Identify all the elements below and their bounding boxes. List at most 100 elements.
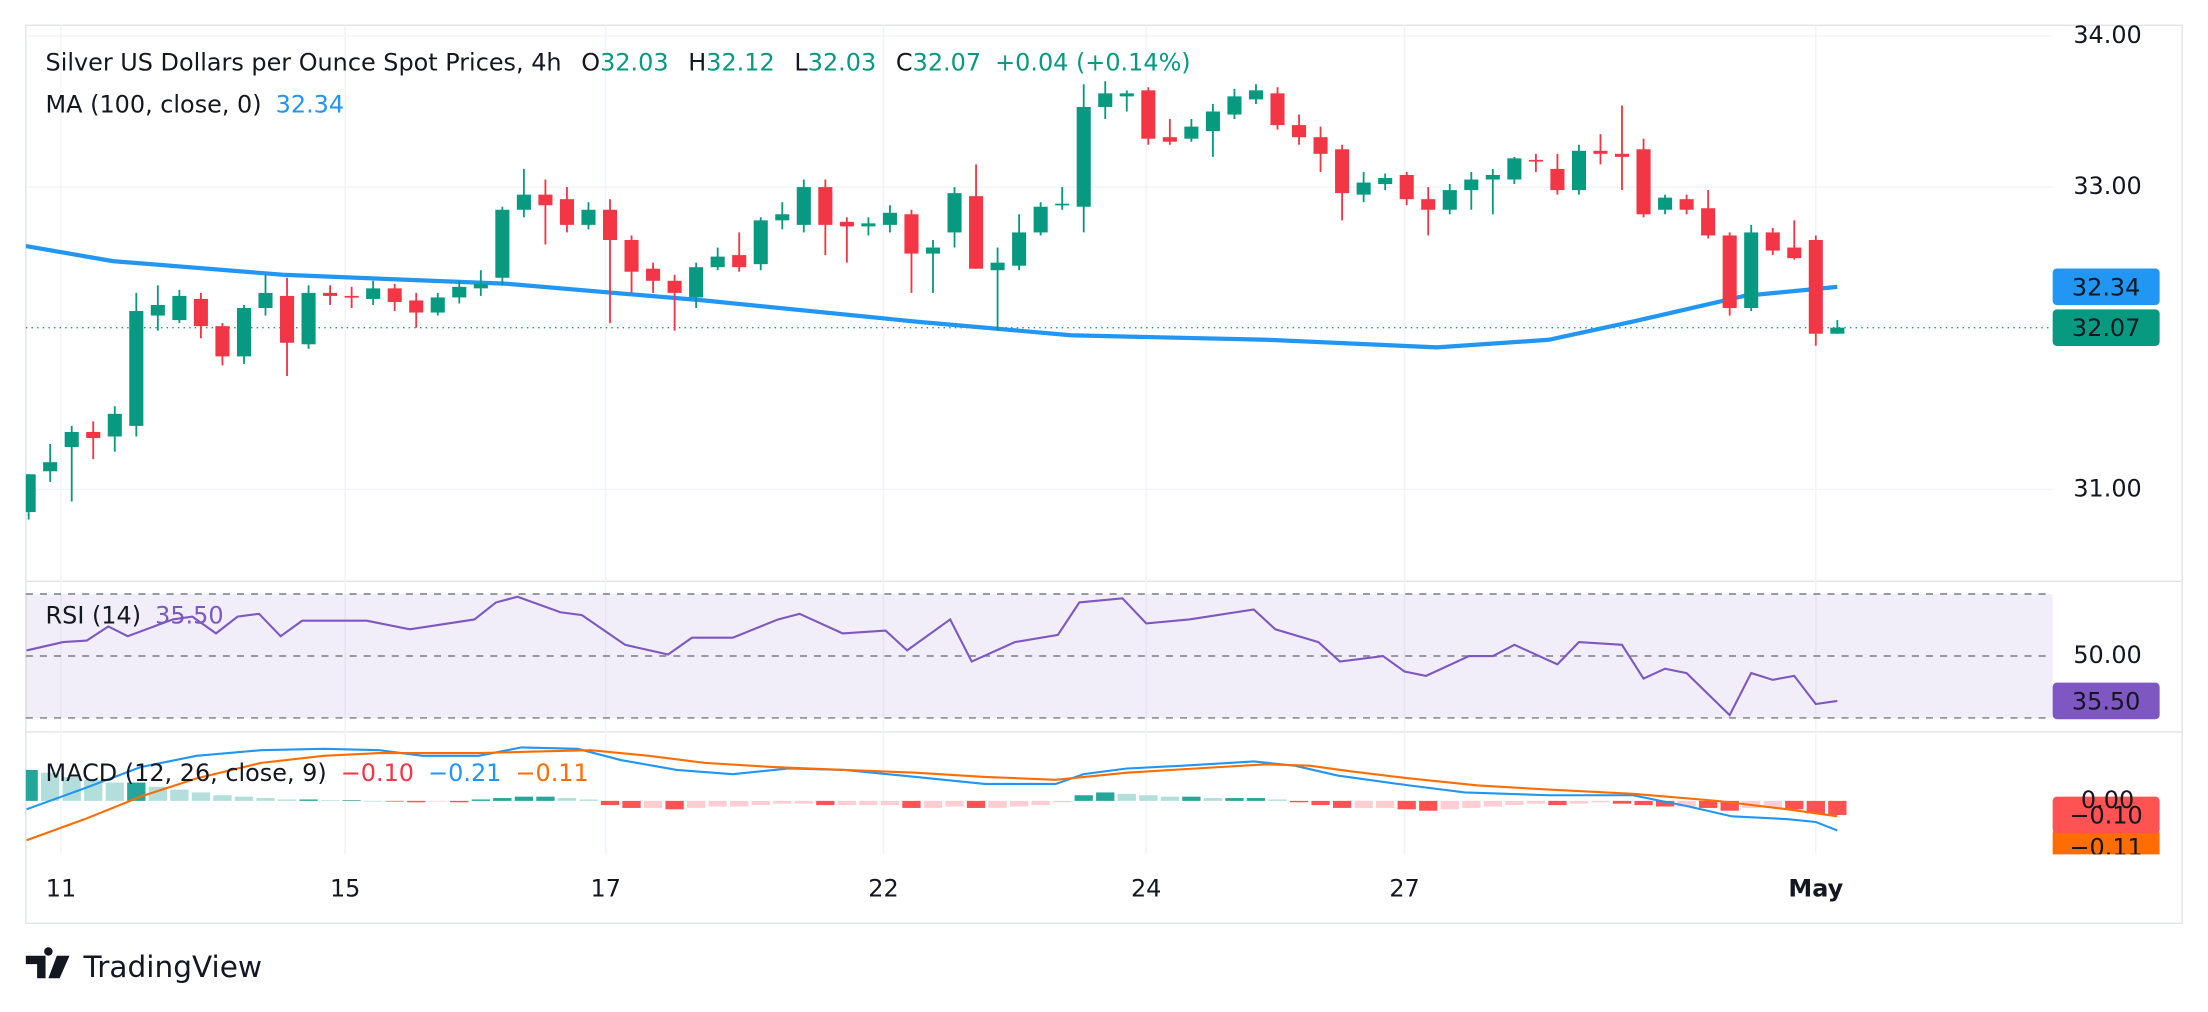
macd-histogram-bar xyxy=(1289,800,1309,803)
candle-body xyxy=(516,194,531,210)
macd-legend: MACD (12, 26, close, 9) −0.10 −0.21 −0.11 xyxy=(46,759,589,787)
close-badge-box xyxy=(2052,309,2160,346)
candle-body xyxy=(689,267,704,298)
macd-histogram-bar xyxy=(514,796,534,801)
macd-histogram-bar xyxy=(1074,795,1093,801)
macd-pane: −0.11 −0.10 xyxy=(25,746,2160,862)
macd-tick-label: 0.00 xyxy=(2081,786,2134,814)
ohlc-value: 32.03 xyxy=(808,48,876,76)
candle-body xyxy=(387,288,402,302)
legend-value: −0.11 xyxy=(515,759,588,787)
candle-body xyxy=(861,223,876,227)
macd-histogram-bar xyxy=(1139,795,1158,801)
candle-body xyxy=(473,283,488,289)
candle-body xyxy=(1744,232,1759,309)
grid xyxy=(25,25,2053,855)
macd-histogram-bar xyxy=(234,796,254,801)
candle-body xyxy=(1830,327,1845,334)
ma-legend: MA (100, close, 0) 32.34 xyxy=(46,91,345,119)
macd-histogram-bar xyxy=(708,800,727,807)
logo-icon xyxy=(25,947,70,979)
macd-histogram-bar xyxy=(751,800,770,806)
candle-body xyxy=(86,431,101,439)
candle-body xyxy=(1313,137,1328,154)
macd-histogram-bar xyxy=(493,798,512,801)
candle-body xyxy=(839,221,854,227)
macd-line xyxy=(26,746,1838,832)
brand-name: TradingView xyxy=(83,950,263,984)
candle-body xyxy=(172,295,187,321)
brand-logo: TradingView xyxy=(25,947,263,984)
candle-body xyxy=(25,474,36,513)
candle-body xyxy=(1464,179,1479,191)
candle-body xyxy=(301,292,316,345)
candle-body xyxy=(495,209,510,278)
macd-histogram-bar xyxy=(364,800,383,802)
rsi-badge-text: 35.50 xyxy=(2072,687,2140,715)
candle-body xyxy=(1248,90,1264,100)
macd-histogram-bar xyxy=(1505,800,1524,806)
legend-name: MA (100, close, 0) xyxy=(46,91,262,119)
signal-line xyxy=(26,749,1838,842)
ohlc-value: 32.12 xyxy=(706,48,774,76)
y-tick-label: 31.00 xyxy=(2073,474,2141,502)
macd-histogram-bar xyxy=(1311,800,1330,806)
candle-body xyxy=(1658,197,1673,210)
macd-histogram-bar xyxy=(1699,800,1718,808)
candle-body xyxy=(947,193,962,233)
macd-histogram-bar xyxy=(557,798,577,801)
candle-body xyxy=(1292,125,1307,138)
chart-title: Silver US Dollars per Ounce Spot Prices,… xyxy=(46,48,562,76)
candle-body xyxy=(1227,96,1242,115)
candle-body xyxy=(258,292,273,309)
candle-body xyxy=(1765,232,1780,251)
candle-body xyxy=(775,214,790,221)
legend-name: MACD (12, 26, close, 9) xyxy=(46,759,327,787)
macd-histogram-bar xyxy=(1160,796,1179,801)
candle-body xyxy=(1593,150,1608,154)
signal-badge-text: −0.11 xyxy=(2070,834,2143,862)
candle-body xyxy=(667,280,682,293)
macd-histogram-bar xyxy=(988,800,1007,808)
candle-body xyxy=(1679,199,1694,210)
ohlc-key: L xyxy=(794,48,808,76)
macd-histogram-bar xyxy=(923,800,943,808)
candle-body xyxy=(1399,174,1414,200)
macd-histogram-bar xyxy=(1182,796,1201,801)
macd-histogram-bar xyxy=(816,800,835,806)
candle-body xyxy=(1571,150,1586,191)
macd-histogram-bar xyxy=(794,800,813,804)
macd-histogram-bar xyxy=(471,799,490,801)
macd-histogram-bar xyxy=(1096,792,1115,801)
y-tick-label: 34.00 xyxy=(2073,21,2141,49)
macd-histogram-bar xyxy=(213,795,232,801)
candle-body xyxy=(1012,232,1027,266)
macd-histogram-bar xyxy=(1246,798,1266,801)
macd-histogram-bar xyxy=(1655,800,1675,807)
signal-badge-box xyxy=(2052,829,2160,855)
macd-histogram-bar xyxy=(686,800,706,808)
legend-value: 35.50 xyxy=(155,601,223,629)
macd-histogram-bar xyxy=(1569,800,1589,804)
candle-body xyxy=(215,326,230,357)
macd-histogram-bar xyxy=(1419,800,1438,811)
macd-histogram-bar xyxy=(1354,800,1373,808)
candle-body xyxy=(1378,178,1393,185)
macd-histogram-bar xyxy=(1462,800,1481,808)
candle-body xyxy=(1335,149,1350,194)
macd-histogram-bar xyxy=(536,796,555,801)
chart-frame xyxy=(25,24,2183,925)
candle-body xyxy=(366,288,381,299)
macd-histogram-bar xyxy=(665,800,684,810)
macd-histogram-bar xyxy=(1031,800,1050,806)
candle-body xyxy=(107,413,122,437)
candle-body xyxy=(1184,126,1199,139)
candle-body xyxy=(1808,239,1823,334)
price-pane xyxy=(25,81,2053,520)
macd-histogram-bar xyxy=(966,800,986,808)
candle-body xyxy=(452,286,467,298)
ohlc-value: 32.07 xyxy=(913,48,981,76)
axes: 11 15 17 22 24 27 May 34.00 33.00 31.00 50.00 0.00 3… xyxy=(46,21,2160,903)
